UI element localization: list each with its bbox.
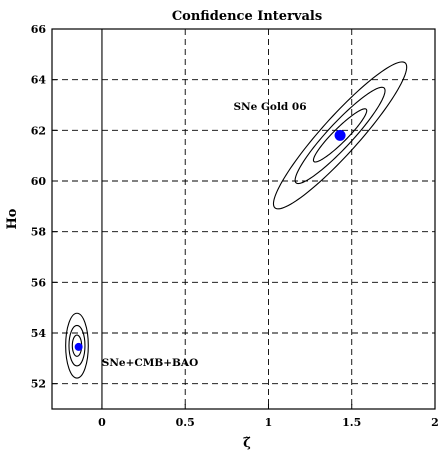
contour-sne-cmb-bao-level-3 xyxy=(65,312,89,379)
x-tick-label: 0.5 xyxy=(176,416,195,429)
contour-sne-gold-06-level-1 xyxy=(312,108,368,163)
x-tick-label: 0 xyxy=(98,416,106,429)
x-tick-label: 2 xyxy=(431,416,439,429)
y-tick-label: 58 xyxy=(31,226,47,239)
y-tick-label: 52 xyxy=(31,378,46,391)
x-axis-label: ζ̃ xyxy=(243,436,251,451)
y-tick-label: 64 xyxy=(31,74,47,87)
x-tick-label: 1.5 xyxy=(342,416,361,429)
annotation-sne-gold-06: SNe Gold 06 xyxy=(233,101,306,113)
contour-sne-gold-06-level-2 xyxy=(294,86,386,185)
y-axis-label: Ho xyxy=(5,208,20,229)
y-tick-label: 56 xyxy=(31,276,47,289)
plot-frame xyxy=(51,28,436,410)
y-tick-label: 54 xyxy=(31,327,47,340)
tick-layer: 0 0.5 1 1.5 2 52 54 56 58 60 62 64 66 xyxy=(31,23,439,429)
chart-title: Confidence Intervals xyxy=(172,9,322,24)
y-tick-label: 62 xyxy=(31,124,46,137)
grid-layer xyxy=(52,29,435,409)
y-tick-label: 66 xyxy=(31,23,47,36)
contour-sne-cmb-bao-level-2 xyxy=(68,324,86,367)
y-tick-label: 60 xyxy=(31,175,47,188)
point-layer xyxy=(74,129,346,351)
best-fit-point xyxy=(74,342,83,351)
contour-sne-gold-06-level-3 xyxy=(272,61,408,210)
best-fit-point xyxy=(334,129,346,141)
x-tick-label: 1 xyxy=(265,416,273,429)
annotation-sne-cmb-bao: SNe+CMB+BAO xyxy=(102,357,198,369)
